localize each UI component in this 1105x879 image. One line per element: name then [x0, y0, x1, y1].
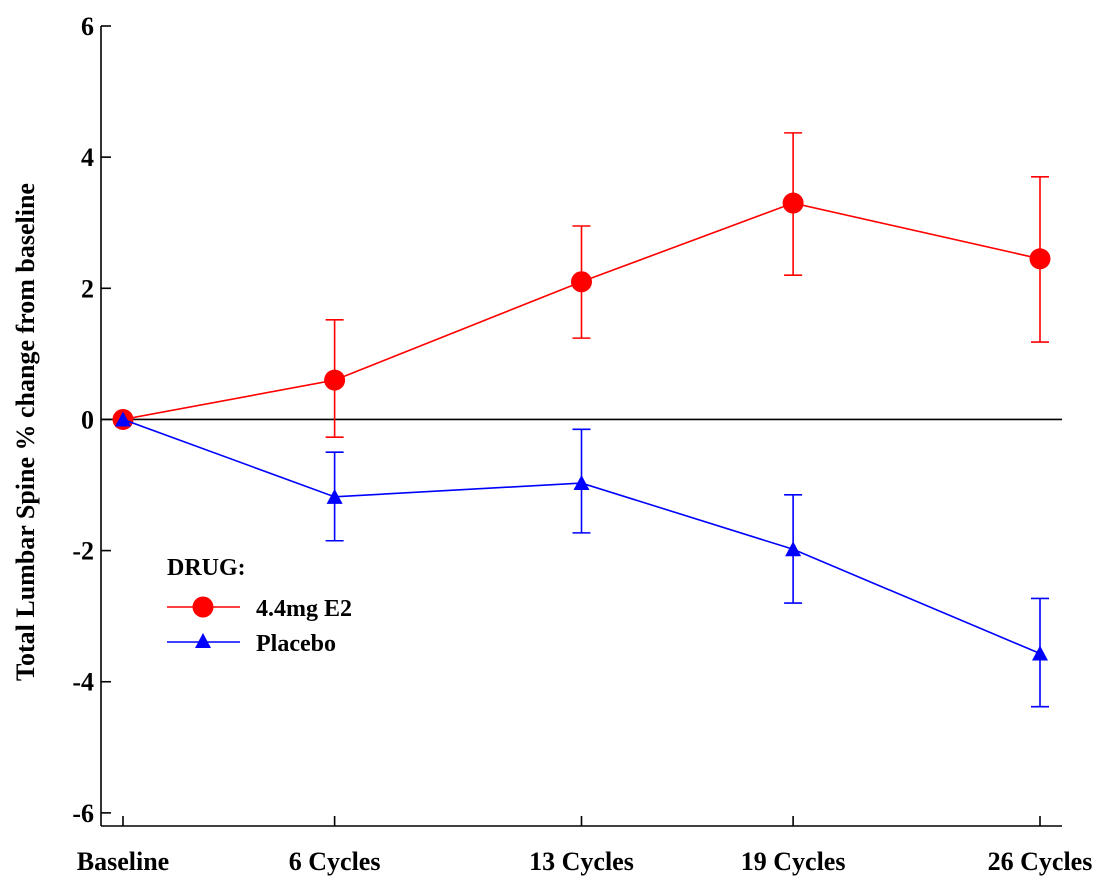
x-tick-label: 6 Cycles: [289, 847, 381, 876]
data-point: [115, 411, 131, 427]
y-tick-label: -4: [72, 668, 94, 697]
y-tick-label: -6: [72, 799, 94, 828]
y-tick-label: 0: [81, 405, 94, 434]
y-axis-title: Total Lumbar Spine % change from baselin…: [11, 183, 40, 681]
legend-marker-e2: [192, 596, 214, 618]
legend-label-placebo: Placebo: [256, 631, 336, 657]
legend-item-placebo: Placebo: [167, 631, 336, 657]
x-tick-label: 26 Cycles: [988, 847, 1093, 876]
legend-marker-placebo: [195, 633, 211, 648]
y-tick-label: 4: [81, 143, 94, 172]
data-point: [571, 271, 592, 293]
series-layer: [112, 132, 1051, 708]
y-tick-label: -2: [72, 537, 94, 566]
legend: DRUG: 4.4mg E2 Placebo: [167, 555, 352, 657]
y-tick-label: 6: [81, 12, 94, 41]
series-placebo: [115, 411, 1049, 708]
data-point: [324, 369, 346, 391]
data-point: [1029, 248, 1051, 270]
data-point: [573, 475, 590, 491]
y-ticks: 6 4 2 0 -2 -4 -6: [72, 12, 111, 828]
data-point: [785, 541, 802, 557]
data-point: [1032, 645, 1048, 661]
x-tick-label: Baseline: [77, 847, 169, 876]
legend-title: DRUG:: [167, 555, 246, 581]
x-ticks: Baseline 6 Cycles 13 Cycles 19 Cycles 26 Cyc…: [77, 816, 1093, 876]
axes: [100, 26, 1062, 827]
series-e2: [112, 132, 1051, 438]
x-tick-label: 19 Cycles: [741, 847, 846, 876]
legend-label-e2: 4.4mg E2: [256, 596, 352, 622]
data-point: [782, 192, 804, 214]
data-point: [326, 488, 343, 504]
legend-item-e2: 4.4mg E2: [167, 596, 352, 622]
y-tick-label: 2: [81, 274, 94, 303]
x-tick-label: 13 Cycles: [529, 847, 634, 876]
